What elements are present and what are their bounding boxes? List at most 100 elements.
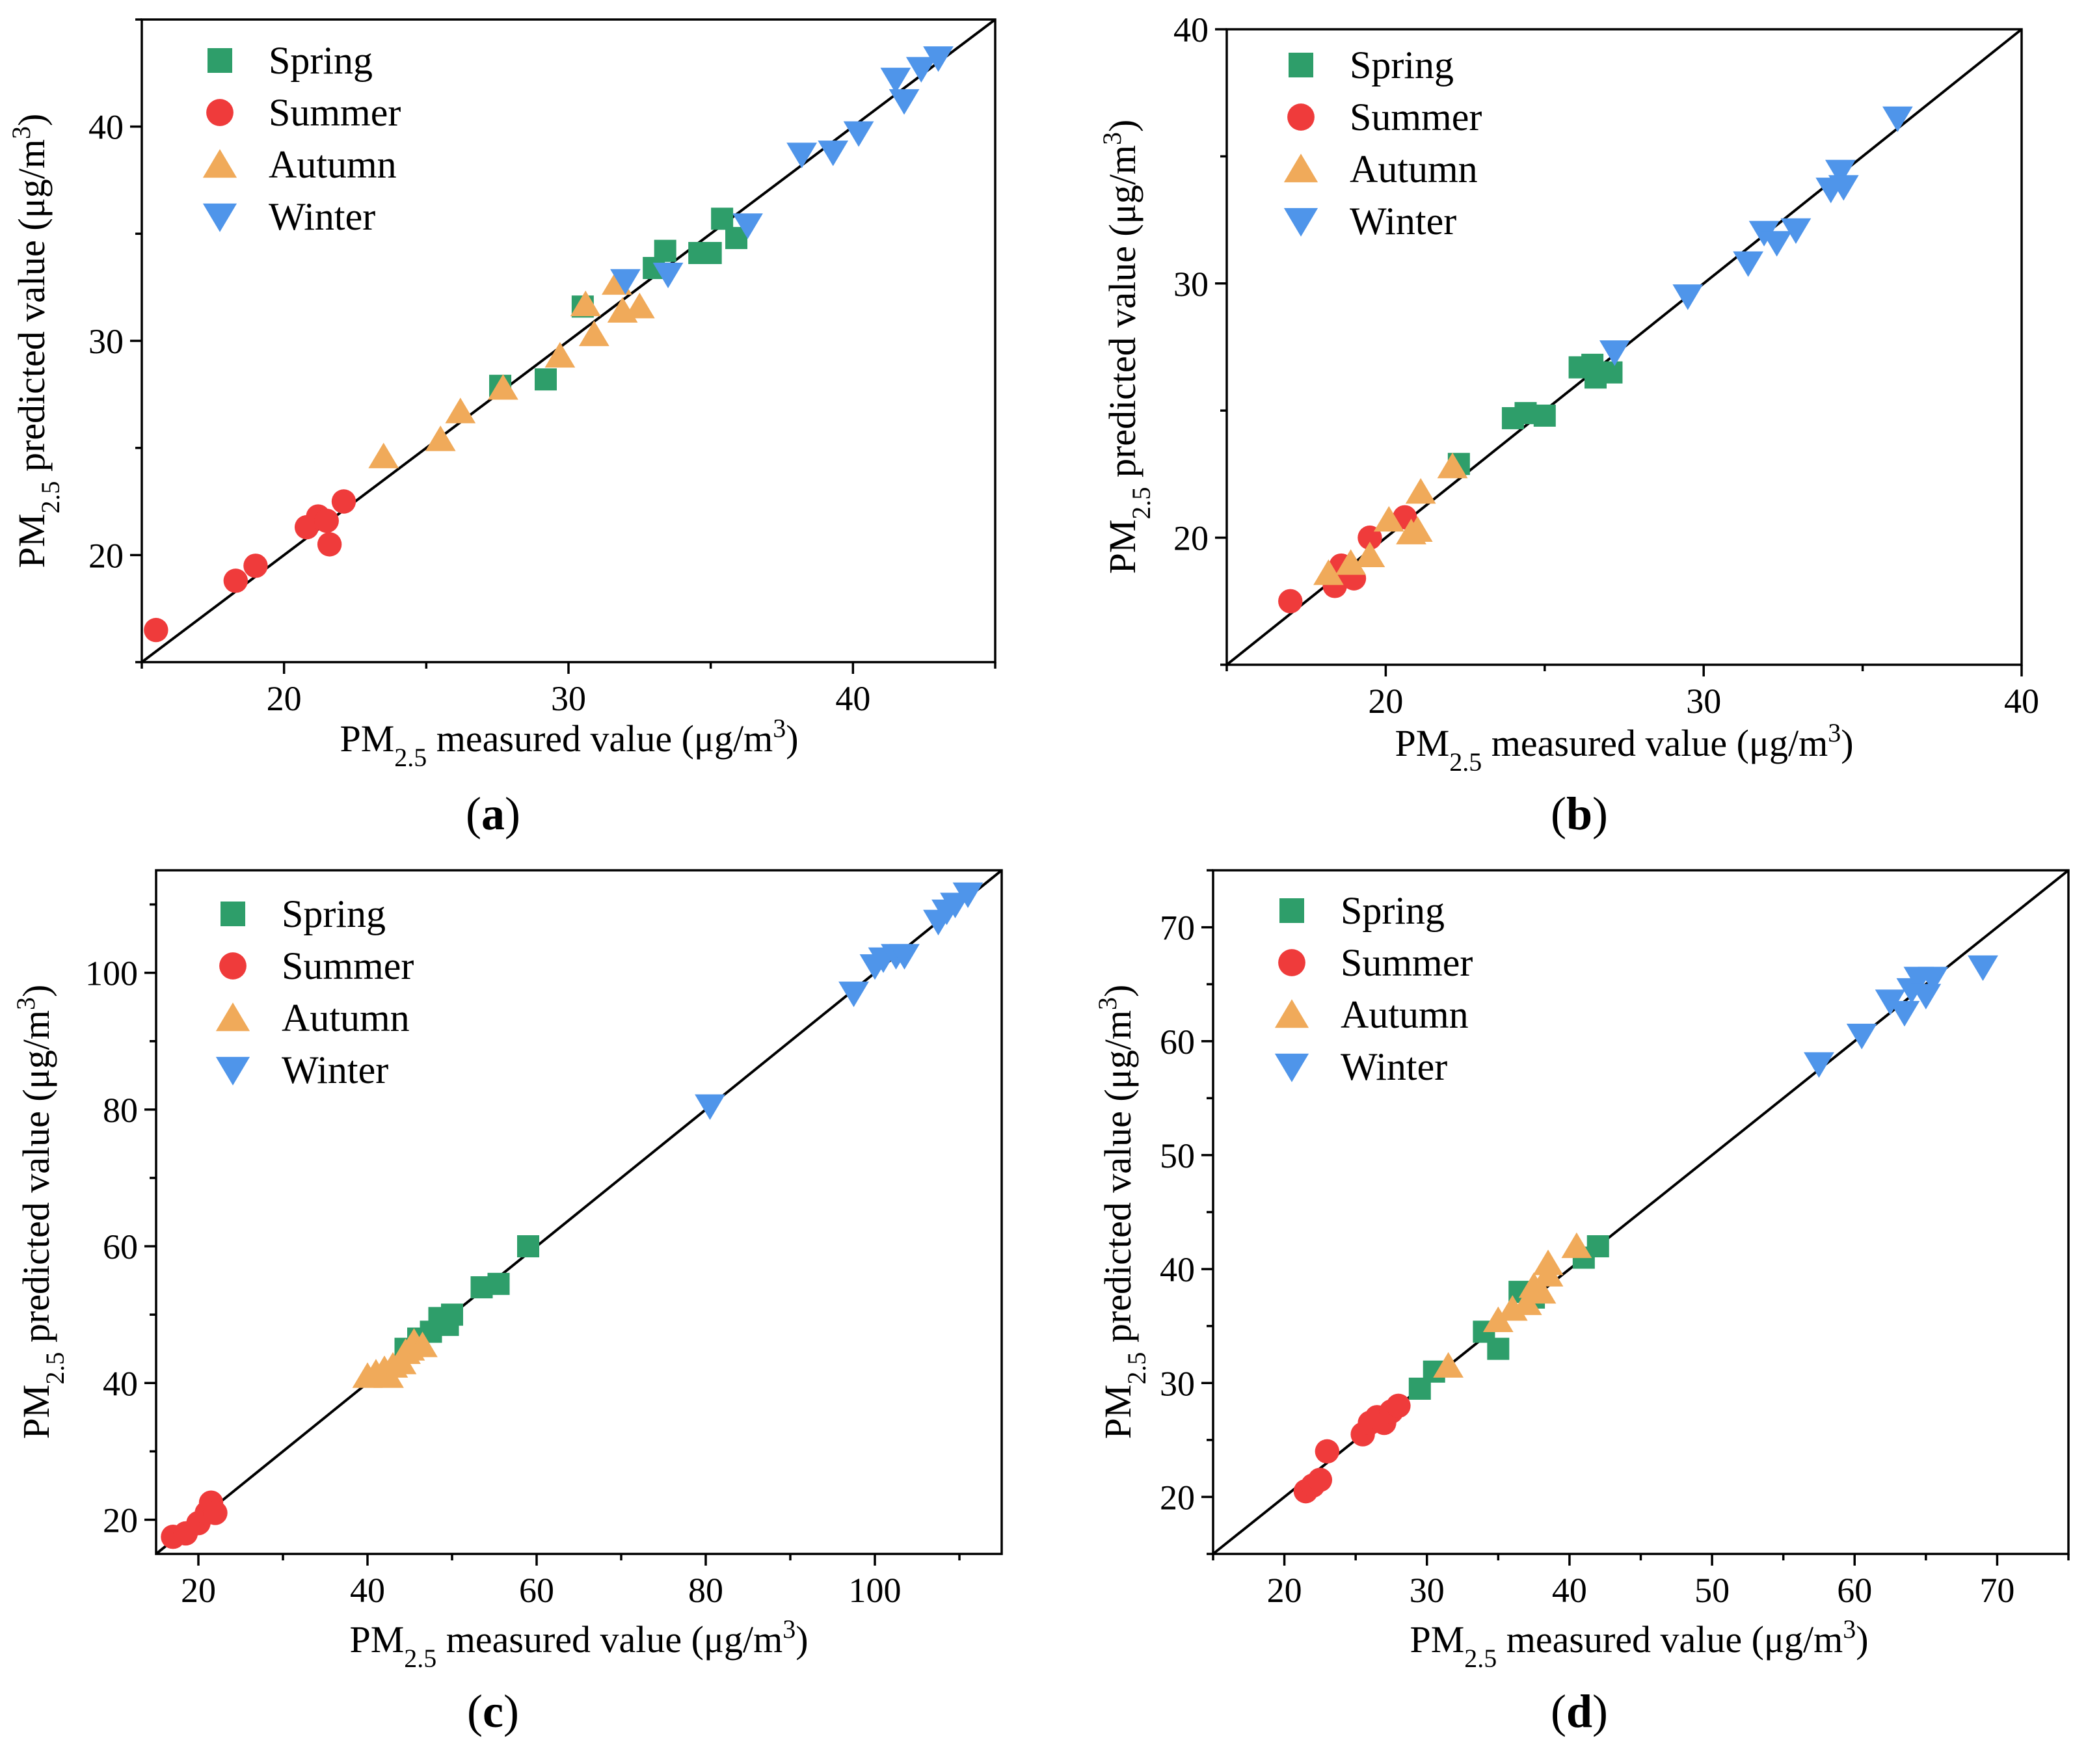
plot-frame [155,869,1003,1555]
y-tick-label: 20 [1173,519,1209,558]
autumn-point [1313,559,1344,585]
winter-point [1804,1052,1834,1078]
chart-panel-d: 20 30 40 50 60 70 20 30 40 50 60 70 Spring Summer Autu… [1093,869,2070,1737]
x-tick-label: 40 [2004,682,2039,721]
autumn-point [1433,1352,1464,1378]
winter-point [1846,1023,1877,1050]
summer-point [317,532,342,557]
legend-label-winter: Winter [269,195,375,238]
spring-point [699,241,722,264]
legend-marker-winter [1283,207,1318,237]
x-tick-label: 30 [1686,682,1721,721]
legend: Spring Summer Autumn Winter [215,892,414,1091]
winter-point [818,140,849,167]
summer-point [1386,1393,1411,1418]
autumn-point [407,1331,438,1357]
chart-panel-b: 20 30 40 20 30 40 Spring Summer Autumn Winter PM2.… [1097,10,2040,840]
winter-point [923,46,954,72]
spring-point [1586,1235,1609,1258]
autumn-point [488,374,518,400]
winter-point [652,262,684,289]
legend-label-spring: Spring [1341,889,1445,932]
winter-point [1918,967,1949,993]
autumn-point [1335,549,1367,575]
panel-label: (a) [466,788,520,840]
series-summer [144,489,356,643]
autumn-point [1525,1277,1557,1304]
chart-panel-a: 20 30 40 20 30 40 Spring Summer Autumn Winter PM2.… [7,18,996,840]
legend-label-summer: Summer [269,91,401,134]
series-summer [1293,1393,1411,1504]
winter-point [843,121,874,147]
legend-marker-autumn [202,149,237,178]
autumn-point [445,397,476,423]
spring-point [517,1235,539,1258]
summer-point [1278,589,1303,613]
autumn-point [570,290,601,317]
autumn-point [578,320,609,347]
series-autumn [1313,452,1468,585]
x-tick-label: 20 [181,1571,216,1610]
plot-frame [1225,28,2023,666]
legend-label-autumn: Autumn [269,143,397,186]
series-autumn [368,269,655,468]
legend-label-winter: Winter [1350,200,1456,243]
legend-label-summer: Summer [1350,96,1482,139]
legend-marker-autumn [215,1002,250,1032]
autumn-point [1373,505,1404,532]
y-tick-label: 20 [1160,1478,1195,1517]
x-tick-label: 50 [1694,1571,1730,1610]
y-tick-label: 60 [1160,1022,1195,1062]
legend-marker-autumn [1283,154,1318,183]
series-autumn [1433,1232,1592,1378]
legend-label-summer: Summer [282,944,414,987]
spring-point [654,239,676,262]
summer-point [331,489,356,514]
y-axis-title: PM2.5 predicted value (μg/m3) [1093,985,1151,1439]
winter-point [610,269,641,295]
legend-marker-spring [221,902,245,926]
series-winter [610,46,954,295]
y-tick-label: 40 [1173,10,1209,49]
winter-point [905,57,937,83]
x-axis-title: PM2.5 measured value (μg/m3) [349,1614,808,1673]
legend-marker-summer [206,99,234,126]
y-tick-label: 70 [1160,909,1195,948]
series-spring [1447,353,1623,475]
legend-marker-spring [207,48,232,73]
autumn-point [1532,1250,1564,1276]
winter-point [1780,218,1812,244]
legend-marker-winter [1274,1053,1309,1082]
autumn-point [1561,1232,1592,1259]
legend-marker-summer [1278,949,1305,976]
x-axis-title: PM2.5 measured value (μg/m3) [1395,718,1853,777]
series-winter [1804,955,1998,1078]
summer-point [314,508,339,533]
legend-label-spring: Spring [269,39,373,82]
autumn-point [624,293,655,319]
legend-label-winter: Winter [282,1049,388,1091]
spring-point [1533,405,1556,427]
y-tick-label: 20 [88,536,124,575]
x-tick-label: 40 [350,1571,385,1610]
y-tick-label: 30 [88,322,124,361]
x-tick-label: 40 [835,679,870,718]
legend-label-spring: Spring [282,892,386,935]
autumn-point [1354,541,1385,568]
legend-marker-spring [1279,898,1304,923]
spring-point [1487,1337,1510,1360]
autumn-point [544,341,576,368]
spring-point [1514,402,1537,425]
winter-point [1882,106,1913,133]
panel-label: (d) [1551,1685,1608,1737]
legend-marker-summer [219,952,247,980]
series-summer [161,1490,228,1549]
panel-label: (c) [467,1685,519,1737]
y-axis-title: PM2.5 predicted value (μg/m3) [7,114,65,568]
winter-point [889,89,920,115]
legend-label-summer: Summer [1341,941,1473,984]
y-tick-label: 40 [88,108,124,147]
y-tick-label: 30 [1173,265,1209,304]
y-tick-label: 30 [1160,1364,1195,1403]
